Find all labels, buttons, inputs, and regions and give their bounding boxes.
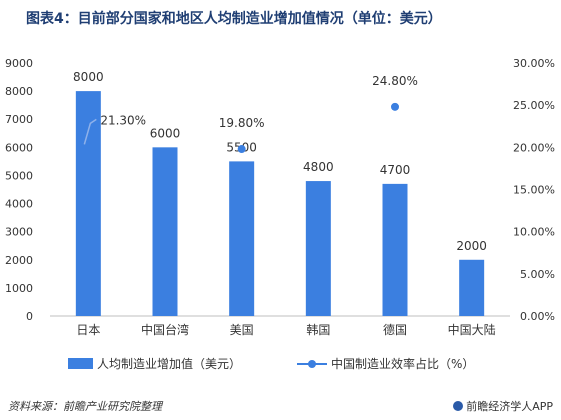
x-tick-label: 中国大陆 <box>448 322 496 337</box>
bar <box>229 161 255 316</box>
bar-data-label: 4800 <box>303 160 334 174</box>
y-left-tick-label: 5000 <box>5 169 33 182</box>
brand-label: 前瞻经济学人APP <box>453 398 553 414</box>
bar <box>305 181 331 316</box>
y-right-tick-label: 30.00% <box>513 57 555 70</box>
legend-bar-label: 人均制造业增加值（美元） <box>97 356 241 371</box>
y-left-tick-label: 9000 <box>5 57 33 70</box>
source-note: 资料来源：前瞻产业研究院整理 <box>8 400 162 413</box>
y-left-tick-label: 8000 <box>5 85 33 98</box>
bar <box>459 259 485 316</box>
y-right-tick-label: 0.00% <box>520 310 555 323</box>
y-right-tick-label: 15.00% <box>513 184 555 197</box>
legend-line-label: 中国制造业效率占比（%） <box>331 356 474 371</box>
x-tick-label: 德国 <box>383 322 407 337</box>
y-right-tick-label: 20.00% <box>513 141 555 154</box>
chart: 0 1000 2000 3000 4000 5000 6000 7000 8000 9000 0.0… <box>5 57 555 371</box>
x-tick-label: 韩国 <box>306 322 330 337</box>
line-point <box>391 102 399 111</box>
bar-data-label: 6000 <box>150 126 181 140</box>
y-left-tick-label: 0 <box>26 310 33 323</box>
line-point <box>237 145 246 154</box>
y-left-tick-label: 6000 <box>5 141 33 154</box>
brand-text: 前瞻经济学人APP <box>466 400 553 413</box>
y-left-tick-label: 1000 <box>5 282 33 295</box>
x-tick-label: 日本 <box>76 323 100 337</box>
y-left-tick-label: 4000 <box>5 198 33 211</box>
y-right-tick-label: 5.00% <box>520 268 555 281</box>
bar <box>75 91 101 316</box>
y-right-tick-label: 25.00% <box>513 99 555 112</box>
x-tick-label: 中国台湾 <box>141 322 189 337</box>
brand-logo-icon <box>453 401 464 411</box>
legend-line-marker <box>308 360 316 368</box>
legend-bar-swatch <box>68 358 93 369</box>
y-left-tick-label: 2000 <box>5 254 33 267</box>
bar <box>152 147 178 316</box>
y-left-tick-label: 3000 <box>5 226 33 239</box>
bar-data-label: 4700 <box>380 163 411 177</box>
line-data-label: 21.30% <box>100 113 146 127</box>
chart-title: 图表4：目前部分国家和地区人均制造业增加值情况（单位：美元） <box>26 11 442 27</box>
line-connector <box>83 118 97 145</box>
line-data-label: 19.80% <box>219 116 265 130</box>
bar-data-label: 8000 <box>73 70 104 84</box>
line-data-label: 24.80% <box>372 74 418 88</box>
y-right-tick-label: 10.00% <box>513 226 555 239</box>
bar-data-label: 2000 <box>456 239 487 253</box>
x-tick-label: 美国 <box>230 323 254 337</box>
y-left-tick-label: 7000 <box>5 113 33 126</box>
bar <box>382 183 408 316</box>
